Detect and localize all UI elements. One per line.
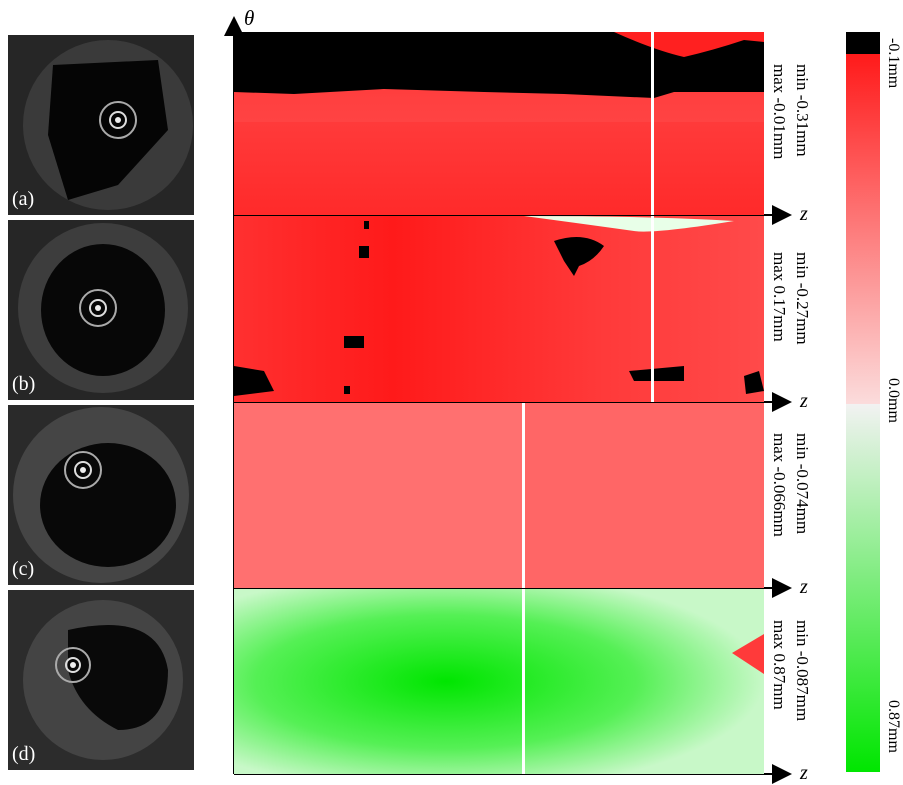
oct-image-c: (c): [8, 405, 194, 585]
max-value-a: max -0.01mm: [770, 64, 789, 160]
heatmap-a: [234, 32, 764, 215]
panel-label-a: (a): [12, 188, 35, 210]
heatmap-c: [234, 403, 764, 588]
min-value-b: min -0.27mm: [793, 252, 812, 345]
oct-image-b: (b): [8, 220, 194, 400]
colorbar-tick-min: -0.1mm: [885, 38, 902, 89]
z-label-d: z: [800, 762, 808, 784]
panel-label-c: (c): [12, 558, 35, 580]
min-value-d: min -0.087mm: [793, 620, 812, 722]
panel-label-b: (b): [12, 373, 36, 395]
min-value-a: min -0.31mm: [793, 64, 812, 157]
max-value-b: max 0.17mm: [770, 252, 789, 342]
oct-image-d: (d): [8, 590, 194, 770]
heatmap-d: [234, 589, 764, 774]
panel-label-d: (d): [12, 743, 36, 765]
z-label-b: z: [800, 390, 808, 412]
colorbar-tick-max: 0.87mm: [885, 700, 902, 753]
z-label-c: z: [800, 576, 808, 598]
heatmap-b: [234, 216, 764, 402]
colorbar-tick-zero: 0.0mm: [885, 378, 902, 423]
min-value-c: min -0.074mm: [793, 433, 812, 535]
oct-image-a: (a): [8, 35, 194, 215]
max-value-c: max -0.066mm: [770, 433, 789, 537]
z-label-a: z: [800, 203, 808, 225]
colorbar: [846, 32, 880, 772]
theta-axis-label: θ: [244, 6, 255, 30]
max-value-d: max 0.87mm: [770, 620, 789, 710]
